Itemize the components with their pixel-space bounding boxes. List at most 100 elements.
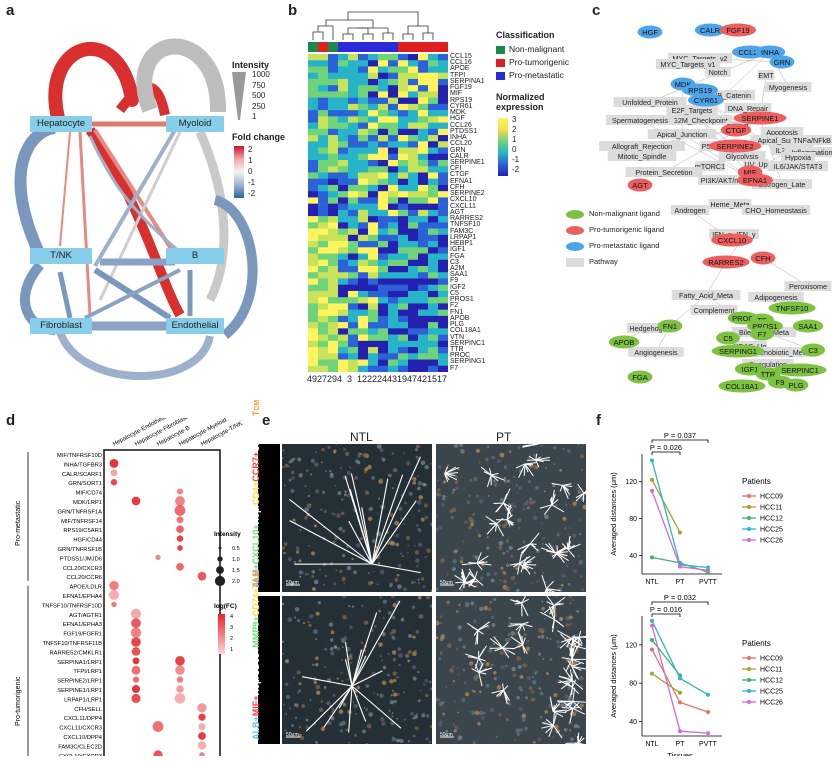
heatmap-cell	[358, 254, 368, 261]
heatmap-cell	[368, 85, 378, 92]
heatmap-cell	[358, 123, 368, 130]
heatmap-cell	[378, 335, 388, 342]
dotplot-dot	[153, 750, 162, 756]
sample-label: 19	[397, 374, 407, 384]
cell-dot	[349, 625, 353, 629]
heatmap-cell	[428, 154, 438, 161]
heatmap-cell	[408, 235, 418, 242]
cell-dot	[357, 686, 360, 689]
cell-dot	[508, 637, 511, 640]
legend-swatch	[566, 210, 584, 219]
heatmap-cell	[428, 353, 438, 360]
heatmap-cell	[308, 154, 318, 161]
heatmap-cell	[368, 172, 378, 179]
heatmap-cell	[318, 210, 328, 217]
cell-dot	[421, 460, 426, 465]
class-cell	[308, 42, 318, 52]
heatmap-cell	[348, 129, 358, 136]
cell-dot	[396, 718, 398, 720]
heatmap-cell	[388, 60, 398, 67]
cell-dot	[400, 553, 402, 555]
cell-dot	[509, 450, 511, 452]
heatmap-cell	[438, 204, 448, 211]
cell-dot	[446, 600, 450, 604]
heatmap-cell	[418, 135, 428, 142]
cell-dot	[307, 621, 309, 623]
heatmap-cell	[328, 66, 338, 73]
legend-marker	[747, 538, 751, 542]
dotplot-dot	[109, 590, 119, 600]
heatmap-cell	[388, 204, 398, 211]
heatmap-cell	[438, 347, 448, 354]
heatmap-cell	[308, 204, 318, 211]
cell-dot	[553, 693, 557, 697]
heatmap-cell	[438, 229, 448, 236]
heatmap-cell	[308, 310, 318, 317]
cell-dot	[542, 658, 544, 660]
cell-dot	[315, 663, 318, 666]
cell-dot	[412, 635, 415, 638]
heatmap-cell	[438, 235, 448, 242]
ligand-legend-item: Pro-tumorigenic ligand	[566, 222, 664, 238]
heatmap-cell	[398, 185, 408, 192]
cell-dot	[474, 477, 478, 481]
dotplot-row-label: GRN/TNFRSF1B	[58, 547, 103, 553]
cell-dot	[390, 632, 393, 635]
heatmap-cell	[348, 166, 358, 173]
cell-dot	[509, 526, 511, 528]
heatmap-cell	[348, 204, 358, 211]
cell-dot	[416, 713, 418, 715]
dotplot-dot	[132, 666, 141, 675]
cell-dot	[523, 663, 527, 667]
dotplot-dot	[132, 647, 141, 656]
cell-dot	[506, 550, 508, 552]
heatmap-cell	[428, 204, 438, 211]
cell-dot	[533, 516, 538, 521]
heatmap-cell	[308, 272, 318, 279]
legend-label: HCC12	[760, 678, 783, 685]
dotplot-row-label: SERPINE2/LRP1	[57, 679, 102, 685]
heatmap-cell	[398, 141, 408, 148]
cell-dot	[283, 704, 285, 706]
heatmap-cell	[348, 66, 358, 73]
cell-dot	[491, 616, 495, 620]
cell-dot	[581, 469, 583, 471]
classification-legend-item: Pro-tumorigenic	[496, 57, 569, 67]
heatmap-cell	[318, 166, 328, 173]
cell-dot	[408, 650, 412, 654]
cell-dot	[470, 601, 474, 605]
heatmap-cell	[398, 241, 408, 248]
cell-dot	[528, 458, 530, 460]
heatmap-cell	[368, 73, 378, 80]
heatmap-cell	[348, 197, 358, 204]
ligand-label: IGF1	[742, 365, 759, 374]
dotplot-row-label: INHA/TGFBR3	[64, 462, 102, 468]
heatmap-cell	[318, 335, 328, 342]
heatmap-cell	[338, 85, 348, 92]
cell-dot	[483, 712, 486, 715]
cell-dot	[440, 558, 445, 563]
ligand-label: SERPINC1	[781, 366, 819, 375]
ligand-label: FN1	[663, 322, 677, 331]
heatmap-cell	[428, 285, 438, 292]
heatmap-cell	[348, 347, 358, 354]
heatmap-cell	[308, 160, 318, 167]
pathway-label: Complement	[694, 306, 735, 315]
heatmap-cell	[308, 353, 318, 360]
heatmap-cell	[388, 254, 398, 261]
heatmap-cell	[438, 116, 448, 123]
cell-dot	[377, 513, 379, 515]
heatmap-cell	[318, 160, 328, 167]
heatmap-cell	[418, 291, 428, 298]
heatmap-cell	[418, 60, 428, 67]
heatmap-cell	[348, 222, 358, 229]
cell-dot	[579, 533, 582, 536]
size-legend-dot	[219, 547, 222, 550]
cell-dot	[556, 640, 560, 644]
cell-dot	[507, 691, 509, 693]
cell-dot	[310, 699, 312, 701]
cell-dot	[572, 599, 574, 601]
cell-dot	[453, 559, 457, 563]
legend-marker	[747, 516, 751, 520]
